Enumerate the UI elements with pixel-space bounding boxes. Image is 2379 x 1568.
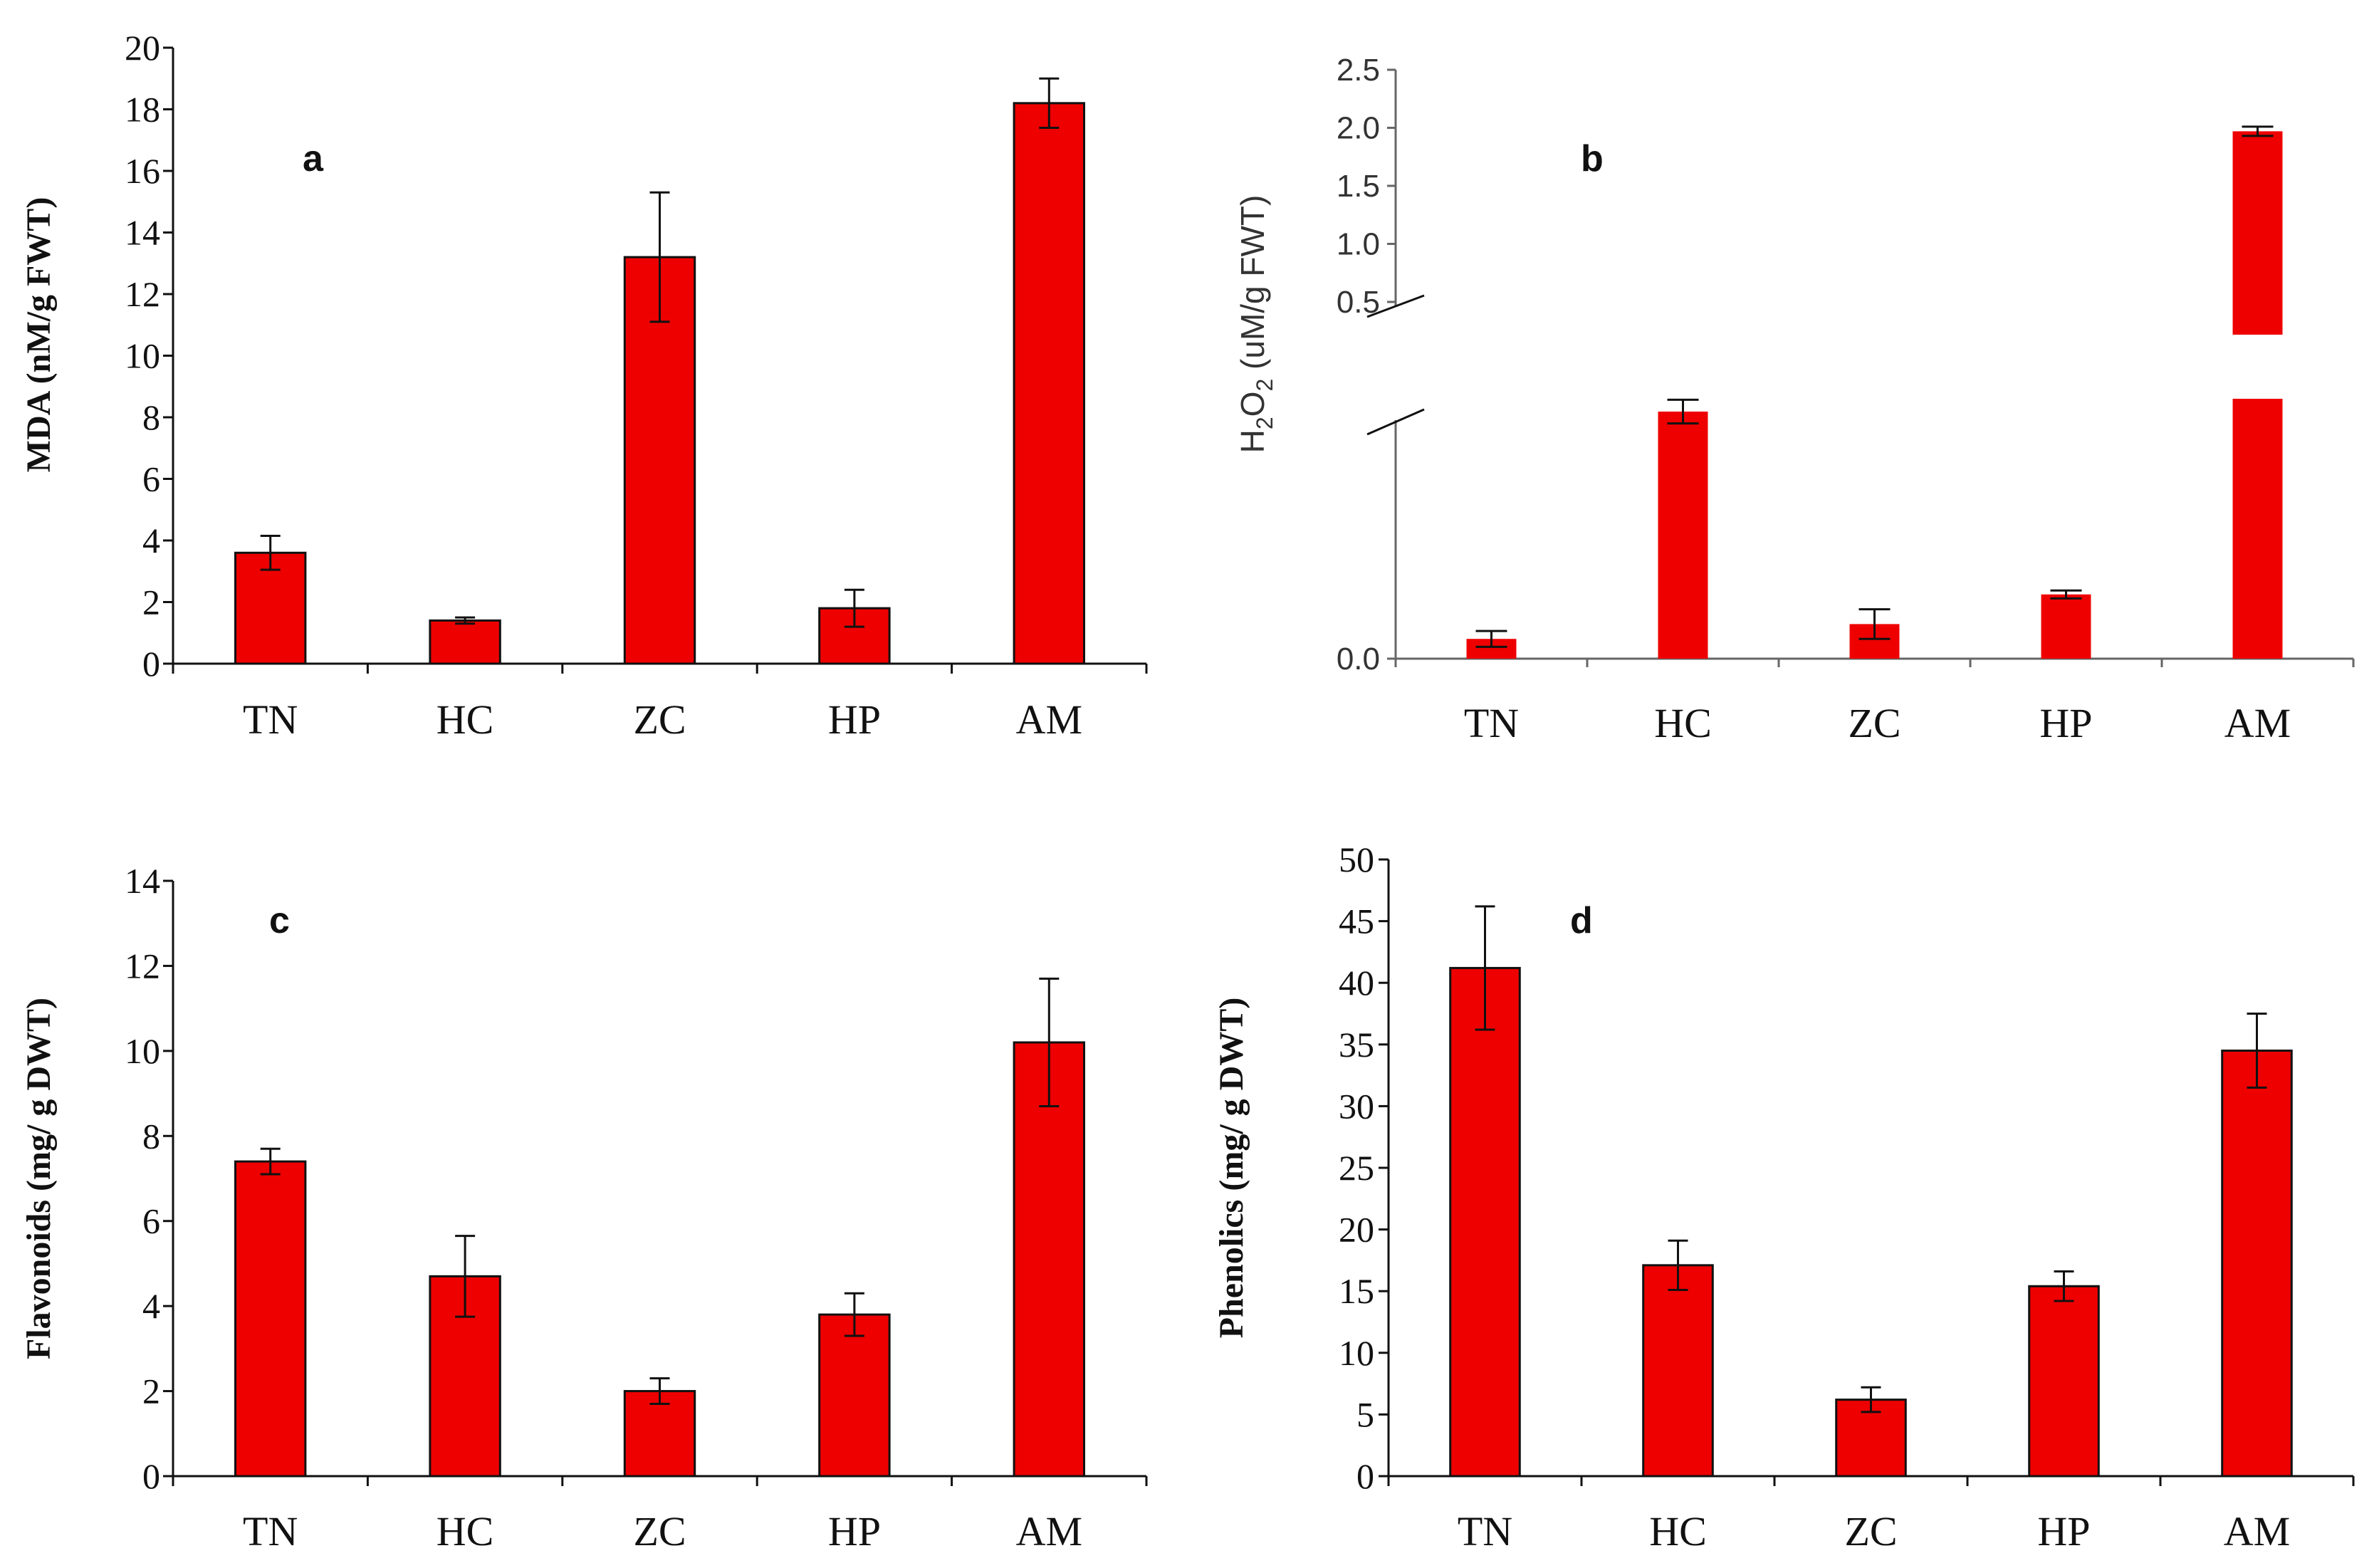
panel-label-c: c — [269, 900, 290, 941]
panel-label-b: b — [1581, 138, 1604, 179]
x-category-label: HC — [1649, 1508, 1707, 1554]
y-axis-label-b-suffix: (uM/g FWT) — [1234, 195, 1271, 379]
x-category-label: TN — [1458, 1508, 1512, 1554]
x-category-label: HP — [2039, 700, 2092, 746]
y-tick-label: 10 — [125, 336, 160, 376]
y-tick-label: 0 — [142, 1456, 160, 1496]
bar-am-lower — [2232, 399, 2283, 659]
y-tick-label: 1.5 — [1337, 169, 1380, 204]
y-tick-label: 2.0 — [1337, 111, 1380, 146]
chart-panel-a: a MDA (nM/g FWT) 0 2 4 6 8 10 12 14 16 18 20 TN HC ZC… — [20, 28, 1148, 743]
x-category-label: ZC — [633, 696, 686, 743]
bar-tn — [234, 1160, 307, 1478]
y-axis-label-a: MDA (nM/g FWT) — [20, 197, 58, 473]
bar-zc — [623, 1390, 696, 1478]
y-tick-label: 1.0 — [1337, 227, 1380, 262]
y-axis-label-b-prefix: H — [1234, 429, 1271, 453]
bar-zc — [623, 256, 696, 665]
x-category-label: ZC — [1844, 1508, 1897, 1554]
y-tick-label: 2.5 — [1337, 53, 1380, 88]
panel-label-d: d — [1570, 900, 1593, 941]
x-category-label: AM — [1016, 696, 1082, 743]
y-tick-label: 5 — [1356, 1394, 1374, 1434]
y-axis-label-b-sub1: 2 — [1252, 417, 1277, 429]
x-category-label: ZC — [1848, 700, 1900, 746]
y-tick-label: 25 — [1339, 1148, 1374, 1188]
y-tick-label: 20 — [1339, 1210, 1374, 1250]
x-category-label: HP — [2037, 1508, 2090, 1554]
y-axis-label-d: Phenolics (mg/ g DWT) — [1213, 998, 1250, 1339]
y-tick-label: 12 — [125, 946, 160, 986]
y-tick-label: 30 — [1339, 1086, 1374, 1126]
y-tick-label: 8 — [142, 1116, 160, 1156]
y-tick-label: 6 — [142, 1201, 160, 1241]
y-tick-label: 40 — [1339, 963, 1374, 1003]
y-tick-label: 16 — [125, 151, 160, 191]
chart-panel-d: d Phenolics (mg/ g DWT) 0 5 10 15 20 25 30 35 40… — [1213, 840, 2355, 1554]
y-tick-label: 0.5 — [1337, 285, 1380, 320]
y-axis-label-c: Flavonoids (mg/ g DWT) — [20, 998, 58, 1359]
y-tick-label: 35 — [1339, 1025, 1374, 1065]
bar-am — [1013, 1041, 1086, 1478]
y-axis-label-b-sub2: 2 — [1252, 379, 1277, 392]
axis-break-mark-lower — [1366, 408, 1425, 436]
x-category-label: AM — [1016, 1508, 1082, 1554]
x-category-label: TN — [1464, 700, 1519, 746]
x-category-label: HC — [1654, 700, 1712, 746]
y-tick-label: 10 — [1339, 1333, 1374, 1373]
y-tick-label: 14 — [125, 213, 160, 253]
bar-hp — [818, 1313, 891, 1478]
y-tick-label: 0.0 — [1337, 642, 1380, 676]
x-category-label: HC — [436, 1508, 494, 1554]
y-tick-label: 50 — [1339, 840, 1374, 879]
x-category-label: TN — [243, 1508, 298, 1554]
y-tick-label: 4 — [142, 521, 160, 560]
chart-panel-c: c Flavonoids (mg/ g DWT) 0 2 4 6 8 10 12 14 TN HC… — [20, 861, 1148, 1554]
y-tick-label: 4 — [142, 1286, 160, 1326]
bar-hc — [1658, 412, 1708, 659]
x-category-label: AM — [2224, 700, 2291, 746]
x-category-label: TN — [243, 696, 298, 743]
bar-am — [2221, 1049, 2293, 1478]
bar-hp — [2028, 1285, 2100, 1478]
y-tick-label: 14 — [125, 861, 160, 901]
y-tick-label: 2 — [142, 1371, 160, 1411]
bar-am — [1013, 102, 1086, 665]
y-tick-label: 45 — [1339, 901, 1374, 941]
y-tick-label: 20 — [125, 28, 160, 68]
y-tick-label: 2 — [142, 582, 160, 622]
y-tick-label: 0 — [142, 644, 160, 684]
bar-hc — [429, 619, 501, 665]
bar-tn — [1449, 966, 1521, 1478]
x-category-label: HP — [828, 1508, 881, 1554]
y-tick-label: 8 — [142, 397, 160, 437]
y-tick-label: 6 — [142, 459, 160, 499]
axis-break-mark-upper — [1366, 294, 1425, 318]
panel-label-a: a — [303, 138, 324, 179]
y-axis-label-b: H2O2 (uM/g FWT) — [1234, 195, 1277, 454]
x-category-label: HC — [436, 696, 494, 743]
y-tick-label: 12 — [125, 274, 160, 314]
y-tick-label: 10 — [125, 1031, 160, 1071]
y-tick-label: 15 — [1339, 1271, 1374, 1311]
x-category-label: HP — [828, 696, 881, 743]
bar-tn — [234, 551, 307, 665]
x-category-label: ZC — [633, 1508, 686, 1554]
y-tick-label: 18 — [125, 90, 160, 130]
y-axis-label-b-mid: O — [1234, 392, 1271, 417]
bar-am-upper — [2232, 131, 2283, 335]
y-tick-label: 0 — [1356, 1456, 1374, 1496]
x-category-label: AM — [2224, 1508, 2290, 1554]
bar-hc — [1642, 1264, 1714, 1478]
bar-hp — [2041, 594, 2091, 659]
chart-panel-b: b H2O2 (uM/g FWT) 0.00.51.01.52.02.5TN HC… — [1234, 53, 2355, 746]
